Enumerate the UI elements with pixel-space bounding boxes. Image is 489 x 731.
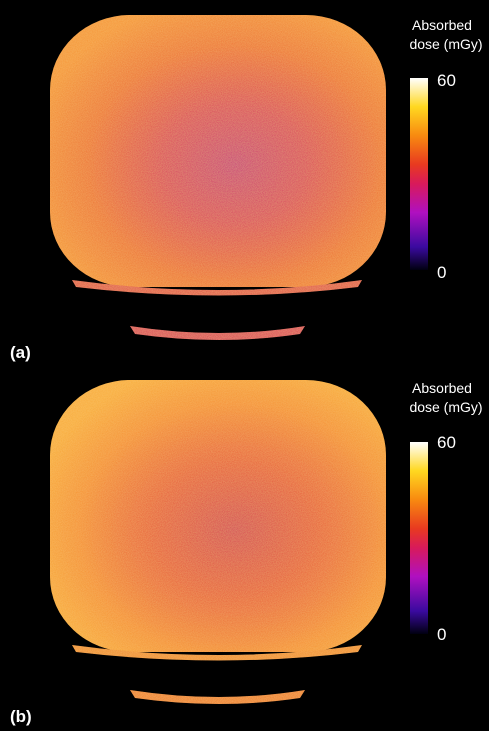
panel-b: Absorbed dose (mGy) 60 0 (b) [10,380,483,726]
colorbar-title: Absorbed [412,17,472,33]
couch-base [130,326,305,340]
panel-a: Absorbed dose (mGy) 60 0 (a) [10,15,483,362]
colorbar-max: 60 [437,71,456,90]
colorbar-title: Absorbed [412,380,472,396]
dose-map [50,380,386,652]
couch-top [72,280,362,296]
colorbar [410,442,428,634]
panel-label: (a) [10,343,31,362]
colorbar [410,78,428,270]
colorbar-min: 0 [437,625,446,644]
dose-map [50,15,386,287]
couch-top [72,645,362,661]
colorbar-max: 60 [437,433,456,452]
colorbar-title: dose (mGy) [409,399,482,415]
colorbar-min: 0 [437,263,446,282]
couch-base [130,690,305,704]
panel-label: (b) [10,707,32,726]
colorbar-title: dose (mGy) [409,36,482,52]
